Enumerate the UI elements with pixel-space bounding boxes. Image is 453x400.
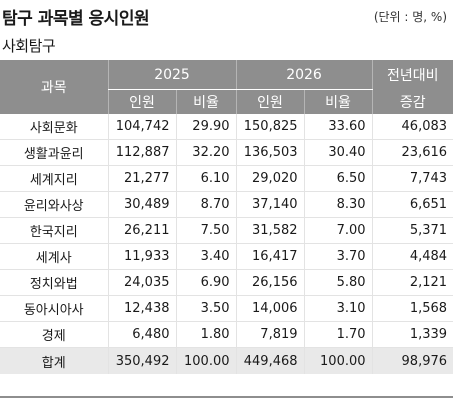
header-ratio-2026: 비율 [303,89,373,114]
cell-change: 46,083 [371,114,453,140]
cell-subject: 윤리와사상 [0,191,108,218]
cell-total-ratio-2025: 100.00 [175,347,237,374]
cell-ratio-2025: 3.40 [175,243,237,270]
header-year-2026: 2026 [235,60,373,90]
cell-ratio-2025: 29.90 [175,114,237,140]
table-row: 세계지리 21,277 6.10 29,020 6.50 7,743 [0,165,453,192]
cell-ratio-2025: 1.80 [175,321,237,348]
cell-people-2025: 12,438 [107,295,176,322]
header-people-2026: 인원 [235,89,305,114]
cell-people-2026: 150,825 [235,114,305,140]
page-title: 탐구 과목별 응시인원 [2,9,150,29]
cell-ratio-2025: 6.10 [175,165,237,192]
cell-ratio-2026: 7.00 [303,217,373,244]
cell-people-2026: 16,417 [235,243,305,270]
cell-change: 1,339 [371,321,453,348]
cell-change: 1,568 [371,295,453,322]
cell-ratio-2026: 6.50 [303,165,373,192]
cell-people-2025: 30,489 [107,191,176,218]
cell-total-change: 98,976 [371,347,453,374]
cell-subject: 정치와법 [0,269,108,296]
cell-ratio-2025: 6.90 [175,269,237,296]
table-row: 동아시아사 12,438 3.50 14,006 3.10 1,568 [0,295,453,322]
cell-change: 6,651 [371,191,453,218]
cell-change: 7,743 [371,165,453,192]
header-change-line1: 전년대비 [371,60,453,90]
cell-total-label: 합계 [0,347,108,374]
table-row: 생활과윤리 112,887 32.20 136,503 30.40 23,616 [0,139,453,166]
cell-ratio-2025: 7.50 [175,217,237,244]
header-ratio-2025: 비율 [175,89,237,114]
header-year-2025: 2025 [107,60,237,90]
cell-people-2026: 14,006 [235,295,305,322]
title-row: 탐구 과목별 응시인원 (단위 : 명, %) [0,0,453,30]
cell-people-2025: 6,480 [107,321,176,348]
cell-ratio-2026: 3.10 [303,295,373,322]
cell-people-2025: 24,035 [107,269,176,296]
cell-ratio-2025: 8.70 [175,191,237,218]
header-change-line2: 증감 [371,89,453,114]
section-label: 사회탐구 [2,37,56,55]
cell-people-2026: 7,819 [235,321,305,348]
cell-ratio-2026: 8.30 [303,191,373,218]
table-body: 사회문화 104,742 29.90 150,825 33.60 46,083 … [0,114,453,374]
table-row: 윤리와사상 30,489 8.70 37,140 8.30 6,651 [0,191,453,218]
cell-total-people-2025: 350,492 [107,347,176,374]
cell-people-2025: 26,211 [107,217,176,244]
cell-subject: 세계사 [0,243,108,270]
cell-people-2025: 21,277 [107,165,176,192]
table-row: 정치와법 24,035 6.90 26,156 5.80 2,121 [0,269,453,296]
cell-ratio-2026: 30.40 [303,139,373,166]
table-row: 세계사 11,933 3.40 16,417 3.70 4,484 [0,243,453,270]
total-row: 합계 350,492 100.00 449,468 100.00 98,976 [0,347,453,374]
cell-people-2025: 11,933 [107,243,176,270]
cell-ratio-2025: 32.20 [175,139,237,166]
cell-ratio-2026: 33.60 [303,114,373,140]
cell-change: 4,484 [371,243,453,270]
cell-change: 5,371 [371,217,453,244]
cell-total-people-2026: 449,468 [235,347,305,374]
cell-ratio-2026: 5.80 [303,269,373,296]
bottom-rule [0,396,453,398]
cell-ratio-2026: 1.70 [303,321,373,348]
cell-subject: 세계지리 [0,165,108,192]
cell-people-2026: 31,582 [235,217,305,244]
cell-change: 2,121 [371,269,453,296]
table-header: 과목 2025 2026 전년대비 인원 비율 인원 비율 증감 [0,60,453,114]
cell-change: 23,616 [371,139,453,166]
cell-subject: 한국지리 [0,217,108,244]
cell-subject: 사회문화 [0,114,108,140]
table-row: 사회문화 104,742 29.90 150,825 33.60 46,083 [0,114,453,140]
table-row: 경제 6,480 1.80 7,819 1.70 1,339 [0,321,453,348]
cell-total-ratio-2026: 100.00 [303,347,373,374]
cell-ratio-2026: 3.70 [303,243,373,270]
header-subject: 과목 [0,60,108,114]
cell-people-2025: 112,887 [107,139,176,166]
cell-people-2025: 104,742 [107,114,176,140]
cell-people-2026: 136,503 [235,139,305,166]
cell-subject: 생활과윤리 [0,139,108,166]
cell-people-2026: 37,140 [235,191,305,218]
cell-subject: 경제 [0,321,108,348]
header-people-2025: 인원 [107,89,176,114]
unit-note: (단위 : 명, %) [373,10,447,24]
cell-subject: 동아시아사 [0,295,108,322]
table-row: 한국지리 26,211 7.50 31,582 7.00 5,371 [0,217,453,244]
cell-people-2026: 29,020 [235,165,305,192]
subject-table: 과목 2025 2026 전년대비 인원 비율 인원 비율 증감 사회문화 10… [0,60,453,374]
cell-people-2026: 26,156 [235,269,305,296]
cell-ratio-2025: 3.50 [175,295,237,322]
